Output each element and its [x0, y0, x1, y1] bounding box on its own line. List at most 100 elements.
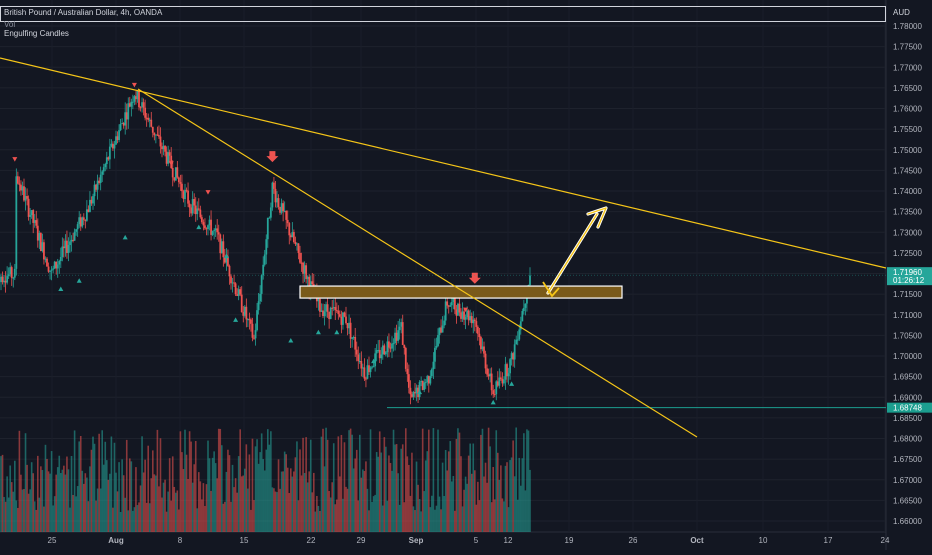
y-tick-label: 1.68000	[893, 435, 922, 444]
volume-bar	[193, 464, 195, 532]
volume-bar	[50, 451, 53, 532]
volume-bar	[30, 462, 33, 532]
volume-bar	[470, 473, 473, 532]
candle-body	[529, 275, 531, 286]
candle-body	[246, 319, 249, 321]
candle-body	[411, 394, 413, 397]
candle-body	[450, 302, 453, 306]
volume-bar	[377, 456, 379, 532]
volume-bar	[170, 500, 172, 532]
x-tick-label: 17	[824, 536, 833, 545]
candle-body	[423, 382, 426, 390]
candle-body	[250, 319, 252, 324]
volume-bar	[401, 444, 404, 532]
candle-body	[67, 245, 70, 254]
volume-bar	[188, 431, 191, 532]
volume-bar	[520, 485, 522, 532]
volume-bar	[449, 441, 452, 532]
volume-bar	[107, 479, 110, 532]
volume-bar	[259, 452, 261, 532]
candle-body	[516, 339, 519, 341]
x-tick-label: 5	[474, 536, 479, 545]
volume-bar	[331, 482, 333, 532]
candle-body	[112, 143, 114, 149]
candle-body	[69, 241, 71, 246]
candle-body	[205, 228, 208, 230]
x-tick-label: 24	[881, 536, 890, 545]
symbol-search-bar[interactable]	[0, 6, 886, 22]
volume-bar	[457, 428, 459, 532]
candle-body	[154, 134, 157, 136]
y-tick-label: 1.66500	[893, 496, 922, 505]
volume-bar	[342, 498, 344, 532]
volume-bar	[466, 483, 468, 532]
candle-body	[253, 337, 255, 339]
volume-bar	[191, 482, 194, 532]
candle-body	[220, 241, 223, 254]
candle-body	[26, 196, 28, 199]
volume-bar	[302, 437, 304, 532]
y-tick-label: 1.75500	[893, 125, 922, 134]
y-tick-label: 1.67500	[893, 455, 922, 464]
candle-body	[340, 316, 343, 325]
candle-body	[115, 136, 117, 145]
candle-body	[52, 268, 55, 270]
volume-bar	[509, 460, 511, 532]
volume-bar	[121, 459, 123, 532]
candle-body	[173, 177, 176, 181]
volume-bar	[96, 488, 99, 532]
volume-bar	[116, 491, 119, 532]
candle-body	[133, 96, 136, 102]
candle-body	[142, 102, 145, 108]
volume-bar	[463, 489, 465, 532]
volume-bar	[4, 501, 7, 532]
volume-bar	[153, 474, 156, 532]
volume-bar	[142, 472, 145, 532]
volume-bar	[374, 494, 376, 532]
volume-bar	[179, 431, 182, 532]
volume-bar	[136, 505, 139, 532]
volume-bar	[290, 468, 292, 532]
candle-body	[524, 303, 527, 308]
volume-bar	[406, 456, 409, 532]
volume-bar	[247, 488, 249, 532]
candle-body	[522, 307, 525, 312]
candle-body	[338, 314, 341, 317]
volume-bar	[265, 449, 268, 532]
volume-bar	[391, 470, 393, 532]
volume-bar	[438, 496, 441, 532]
y-tick-label: 1.77500	[893, 43, 922, 52]
volume-bar	[320, 436, 323, 532]
volume-bar	[262, 459, 264, 532]
volume-label[interactable]: Vol	[4, 20, 16, 29]
candle-body	[85, 209, 88, 221]
volume-bar	[58, 455, 61, 532]
volume-bar	[349, 428, 352, 532]
candle-body	[93, 184, 96, 197]
candle-body	[395, 332, 398, 341]
volume-bar	[164, 479, 166, 532]
volume-bar	[185, 454, 188, 532]
candle-body	[136, 90, 139, 100]
volume-bar	[9, 465, 11, 532]
volume-bar	[7, 497, 10, 532]
volume-bar	[214, 463, 217, 532]
symbol-title[interactable]: British Pound / Australian Dollar, 4h, O…	[4, 8, 163, 17]
candle-body	[39, 233, 42, 252]
candle-body	[194, 205, 197, 215]
volume-bar	[253, 500, 255, 532]
big-down-arrow	[468, 272, 481, 284]
volume-bar	[490, 502, 493, 532]
volume-bar	[227, 449, 229, 532]
candle-body	[486, 368, 488, 375]
volume-bar	[72, 494, 74, 532]
candle-body	[414, 392, 416, 394]
x-tick-label: 19	[565, 536, 574, 545]
volume-bar	[270, 431, 272, 532]
volume-bar	[394, 444, 396, 532]
candle-body	[13, 268, 16, 278]
y-tick-label: 1.76500	[893, 84, 922, 93]
volume-bar	[392, 429, 395, 532]
volume-bar	[515, 427, 517, 532]
indicator-label[interactable]: Engulfing Candles	[4, 29, 69, 38]
